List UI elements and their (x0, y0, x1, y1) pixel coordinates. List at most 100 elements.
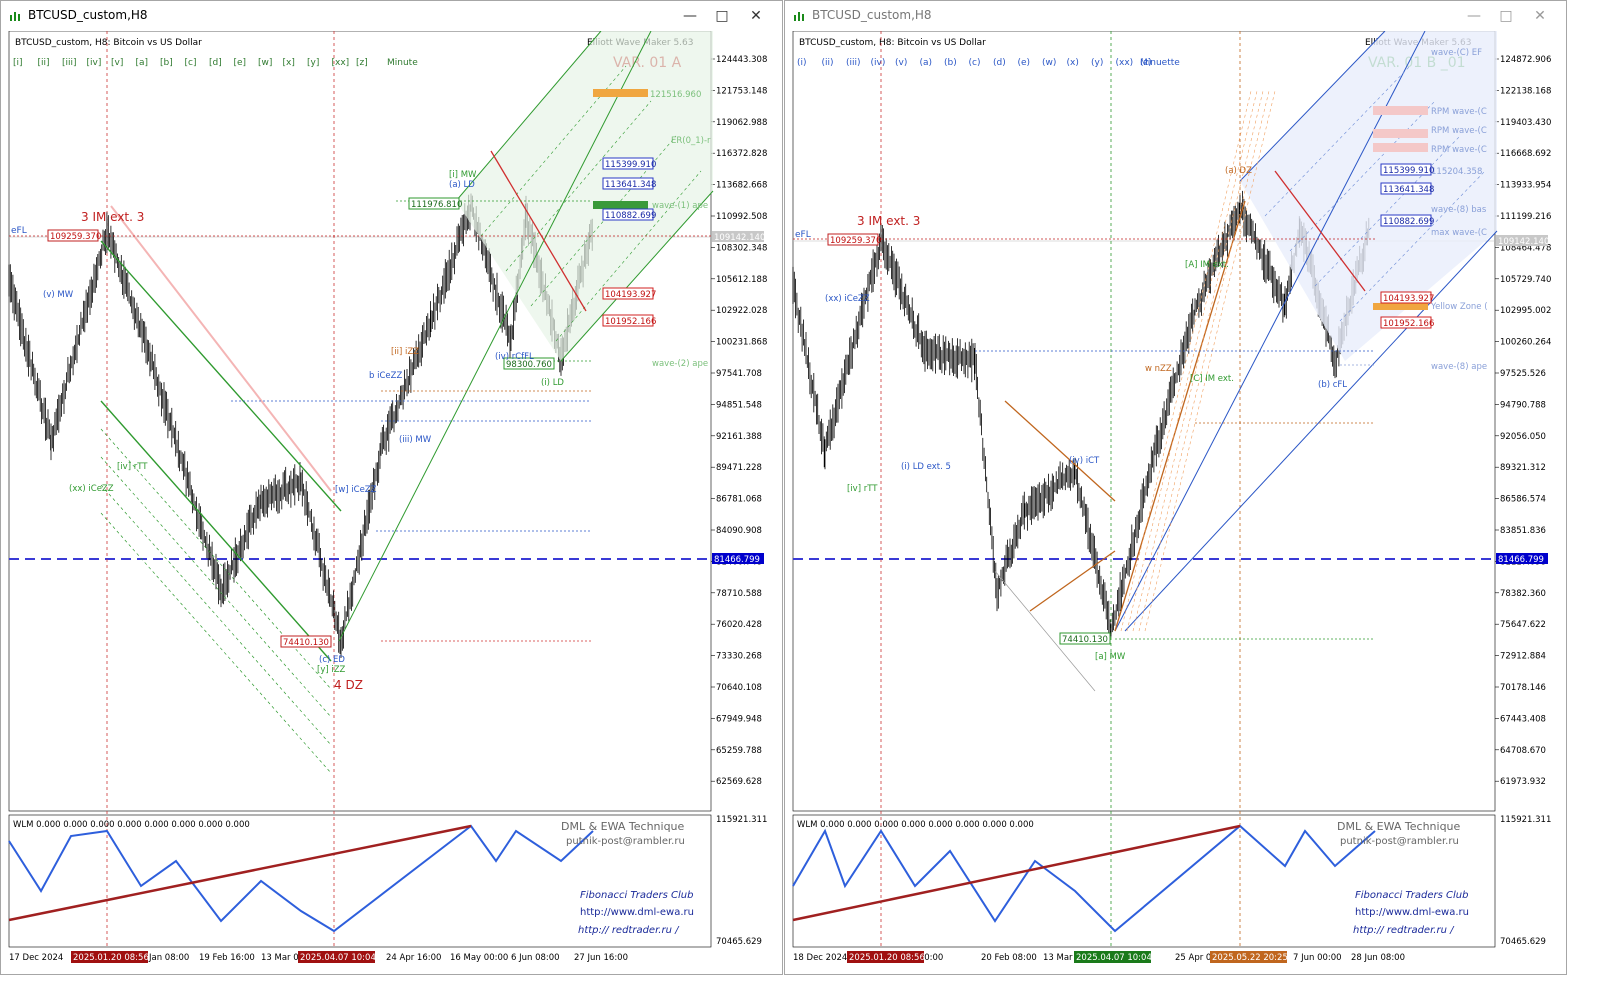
time-tick-label: 28 Jun 08:00 (1351, 953, 1405, 963)
wave-button-5[interactable]: [a] (136, 58, 149, 68)
wave-label: [i] MW (449, 170, 477, 180)
close-button[interactable]: ✕ (1534, 8, 1546, 24)
pink-line (110, 205, 332, 492)
wave-button-12[interactable]: (y) (1091, 58, 1103, 68)
rpm-label-2: RPM wave-(C (1431, 126, 1487, 136)
wave-button-6[interactable]: [b] (160, 58, 173, 68)
green-price-label: 74410.130 (1062, 635, 1108, 645)
wave-label: (xx) iCeZZ (825, 294, 870, 304)
time-tick-label: 6 Jun 08:00 (511, 953, 560, 963)
current-price-box (1496, 235, 1548, 246)
price-tick-label: 61973.932 (1500, 777, 1546, 787)
pitchfork-fib (555, 170, 702, 342)
wave-button-9[interactable]: (e) (1018, 58, 1031, 68)
wave-button-0[interactable]: [i] (13, 58, 23, 68)
channel-fib (100, 512, 332, 774)
wave-button-1[interactable]: [ii] (38, 58, 50, 68)
price-tick-label: 108464.478 (1500, 243, 1551, 253)
wave-button-13[interactable]: [xx] (332, 58, 350, 68)
price-tick-label: 67443.408 (1500, 714, 1546, 724)
chart-window-right[interactable]: BTCUSD_custom,H8 — □ ✕ BTCUSD_custom, H8… (784, 0, 1567, 975)
hline-price-box (712, 553, 764, 564)
chart-header: BTCUSD_custom, H8: Bitcoin vs US Dollar (799, 38, 986, 48)
price-chart[interactable]: BTCUSD_custom, H8: Bitcoin vs US DollarE… (1, 30, 782, 974)
wave-label: [ii] iZZ (391, 347, 419, 357)
price-chart[interactable]: BTCUSD_custom, H8: Bitcoin vs US DollarE… (785, 30, 1566, 974)
price-tick-label: 64708.670 (1500, 746, 1546, 756)
wave-button-12[interactable]: [y] (307, 58, 319, 68)
minimize-button[interactable]: — (1467, 8, 1481, 24)
wave-button-2[interactable]: [iii] (62, 58, 77, 68)
wave-button-3[interactable]: (iv) (871, 58, 886, 68)
wave-button-13[interactable]: (xx) (1116, 58, 1134, 68)
chart-area[interactable]: BTCUSD_custom, H8: Bitcoin vs US DollarE… (1, 30, 782, 974)
wave-button-14[interactable]: [z] (356, 58, 368, 68)
wave-button-10[interactable]: (w) (1042, 58, 1056, 68)
orange-fib (1120, 90, 1252, 632)
chart-area[interactable]: BTCUSD_custom, H8: Bitcoin vs US DollarE… (785, 30, 1566, 974)
wave-label: [w] iCeZZ (335, 485, 377, 495)
wave-label: (i) LD (541, 378, 564, 388)
wave-button-4[interactable]: (v) (895, 58, 907, 68)
price-tick-label: 76020.428 (716, 620, 762, 630)
wave-button-7[interactable]: [c] (185, 58, 197, 68)
green-price-box (408, 197, 460, 210)
wlm-trend (792, 824, 1241, 922)
orange-fib (1132, 90, 1264, 632)
wave-label: (xx) iCeZZ (69, 484, 114, 494)
wlm-trend (8, 824, 472, 922)
wave-button-10[interactable]: [w] (258, 58, 272, 68)
title-bar[interactable]: BTCUSD_custom,H8 — □ ✕ (1, 1, 782, 31)
wave-button-9[interactable]: [e] (234, 58, 247, 68)
target-label: 115204.358 (1431, 167, 1482, 177)
wave8b-label: wave-(8) bas (1431, 205, 1487, 215)
wave-label: (iv) iCT (1069, 456, 1100, 466)
rpm-label-3: RPM wave-(C (1431, 145, 1487, 155)
ext-label: 3 IM ext. 3 (857, 214, 920, 228)
wave-button-11[interactable]: (x) (1067, 58, 1079, 68)
wave-button-14[interactable]: (z) (1140, 58, 1152, 68)
blue-price-box (1380, 214, 1432, 227)
price-tick-label: 94790.788 (1500, 400, 1546, 410)
red-trendline (490, 150, 587, 312)
wave-button-8[interactable]: (d) (993, 58, 1006, 68)
price-tick-label: 92056.050 (1500, 432, 1546, 442)
red-trendline (1274, 170, 1366, 292)
pitchfork-upper (455, 30, 602, 202)
time-tick-label: 25 Apr 08 (1175, 953, 1217, 963)
maximize-button[interactable]: □ (1499, 8, 1513, 24)
title-bar[interactable]: BTCUSD_custom,H8 — □ ✕ (785, 1, 1566, 31)
price-tick-label: 121753.148 (716, 86, 767, 96)
efl-label: eFL (795, 230, 811, 240)
wave-button-5[interactable]: (a) (920, 58, 933, 68)
minimize-button[interactable]: — (683, 8, 697, 24)
wave-button-11[interactable]: [x] (283, 58, 295, 68)
er-label: ER(0_1)-r (671, 136, 711, 146)
time-flag-box (847, 951, 924, 963)
chart-window-left[interactable]: BTCUSD_custom,H8 — □ ✕ BTCUSD_custom, H8… (0, 0, 783, 975)
wave-label: (v) MW (43, 290, 74, 300)
wave-button-3[interactable]: [iv] (87, 58, 102, 68)
wave-button-2[interactable]: (iii) (846, 58, 861, 68)
price-tick-label: 86781.068 (716, 495, 762, 505)
credit-text: DML & EWA Technique (561, 820, 685, 833)
channel-fib (100, 484, 332, 746)
wave-label: (b) cFL (1318, 380, 1347, 390)
blue-price-box (1380, 182, 1432, 195)
hline-price-box (1496, 553, 1548, 564)
price-tick-label: 62569.628 (716, 777, 762, 787)
price-tick-label: 102922.028 (716, 306, 767, 316)
close-button[interactable]: ✕ (750, 8, 762, 24)
wave-label: [y] iZZ (317, 665, 346, 675)
wave-button-8[interactable]: [d] (209, 58, 222, 68)
wave-button-4[interactable]: [v] (111, 58, 123, 68)
time-tick-label: 13 Mar 1 (1043, 953, 1081, 963)
maximize-button[interactable]: □ (715, 8, 729, 24)
blue-price-label: 113641.348 (1383, 185, 1434, 195)
wave-label: w nZZ (1145, 364, 1172, 374)
wave-button-6[interactable]: (b) (944, 58, 957, 68)
price-tick-label: 72912.884 (1500, 652, 1546, 662)
wave-button-1[interactable]: (ii) (822, 58, 834, 68)
wave-button-0[interactable]: (i) (797, 58, 807, 68)
wave-button-7[interactable]: (c) (969, 58, 981, 68)
